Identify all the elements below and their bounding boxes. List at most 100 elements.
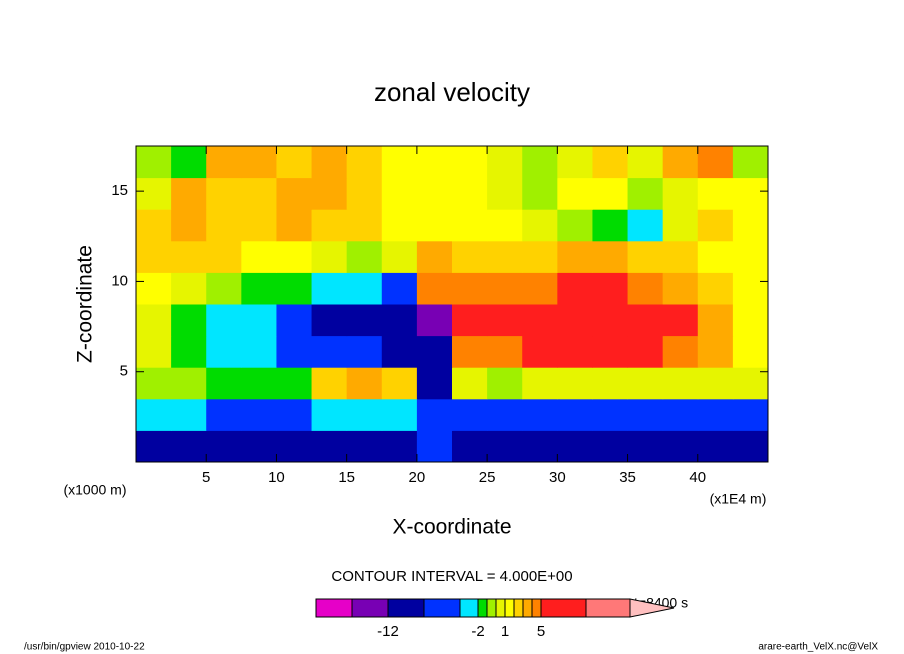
field-cell <box>416 335 453 368</box>
field-cell <box>452 335 488 368</box>
colorbar-box <box>387 598 425 618</box>
field-cell <box>171 367 207 400</box>
y-tick-label: 5 <box>120 363 128 380</box>
field-cell <box>592 430 629 463</box>
field-cell <box>416 146 453 179</box>
field-cell <box>662 209 699 242</box>
field-cell <box>381 430 418 463</box>
field-cell <box>381 209 418 242</box>
field-cell <box>522 335 558 368</box>
field-cell <box>346 304 383 337</box>
field-cell <box>732 304 769 337</box>
colorbar-box <box>504 598 515 618</box>
field-cell <box>522 304 558 337</box>
field-cell <box>662 335 699 368</box>
field-cell <box>206 240 242 273</box>
field-cell <box>276 430 313 463</box>
field-cell <box>557 209 593 242</box>
field-cell <box>136 335 172 368</box>
field-cell <box>452 430 488 463</box>
field-cell <box>136 398 172 431</box>
field-cell <box>171 398 207 431</box>
field-cell <box>346 146 383 179</box>
field-cell <box>592 177 629 210</box>
colorbar-box <box>522 598 533 618</box>
contour-interval: CONTOUR INTERVAL = 4.000E+00 <box>331 568 572 585</box>
field-cell <box>697 304 734 337</box>
field-cell <box>311 272 348 305</box>
field-cell <box>171 335 207 368</box>
field-cell <box>346 430 383 463</box>
field-cell <box>346 398 383 431</box>
x-tick-label: 20 <box>409 469 426 486</box>
field-cell <box>522 209 558 242</box>
field-cell <box>311 398 348 431</box>
field-cell <box>487 304 523 337</box>
field-cell <box>206 367 242 400</box>
field-cell <box>487 272 523 305</box>
field-cell <box>732 367 769 400</box>
field-cell <box>627 398 664 431</box>
field-cell <box>452 398 488 431</box>
field-cell <box>557 272 593 305</box>
field-cell <box>662 304 699 337</box>
colorbar-box <box>585 598 631 618</box>
field-cell <box>276 240 313 273</box>
field-cell <box>487 430 523 463</box>
field-cell <box>311 240 348 273</box>
colorbar-box <box>540 598 587 618</box>
footer-right: arare-earth_VelX.nc@VelX <box>758 642 878 653</box>
field-cell <box>311 335 348 368</box>
field-cell <box>381 398 418 431</box>
axes: 5 10 15 20 25 30 35 40 5 10 15 <box>111 145 769 486</box>
field-cell <box>452 209 488 242</box>
field-cell <box>557 398 593 431</box>
field-cell <box>276 146 313 179</box>
field-cell <box>627 272 664 305</box>
colorbar-box <box>495 598 506 618</box>
field-cell <box>241 209 277 242</box>
field-cell <box>311 177 348 210</box>
field-cell <box>381 304 418 337</box>
field-cell <box>206 304 242 337</box>
field-cell <box>662 430 699 463</box>
field-cell <box>346 240 383 273</box>
field-cell <box>276 398 313 431</box>
field-cell <box>732 272 769 305</box>
field-cell <box>276 335 313 368</box>
colorbar-box <box>423 598 461 618</box>
field-cell <box>136 430 172 463</box>
field-cell <box>557 304 593 337</box>
field-cell <box>416 398 453 431</box>
colorbar-box <box>486 598 497 618</box>
field-cell <box>592 398 629 431</box>
field-cell <box>311 146 348 179</box>
field-cell <box>206 335 242 368</box>
field-cell <box>452 367 488 400</box>
field-cell <box>697 146 734 179</box>
field-cell <box>276 304 313 337</box>
field-cell <box>732 209 769 242</box>
field-cell <box>732 335 769 368</box>
field-cell <box>662 398 699 431</box>
colorbar-box <box>315 598 353 618</box>
field-cell <box>206 272 242 305</box>
field-cell <box>171 272 207 305</box>
field-cell <box>452 240 488 273</box>
field-cell <box>346 335 383 368</box>
field-cell <box>522 398 558 431</box>
field-cell <box>171 240 207 273</box>
field-cell <box>416 430 453 463</box>
x-tick-label: 10 <box>268 469 285 486</box>
x-tick-label: 35 <box>619 469 636 486</box>
field-cell <box>627 430 664 463</box>
colorbar-box <box>477 598 488 618</box>
field-cell <box>697 272 734 305</box>
field-cell <box>627 209 664 242</box>
field-cell <box>732 177 769 210</box>
field-cell <box>557 430 593 463</box>
field-cell <box>452 304 488 337</box>
field-cell <box>557 177 593 210</box>
field-cell <box>522 430 558 463</box>
